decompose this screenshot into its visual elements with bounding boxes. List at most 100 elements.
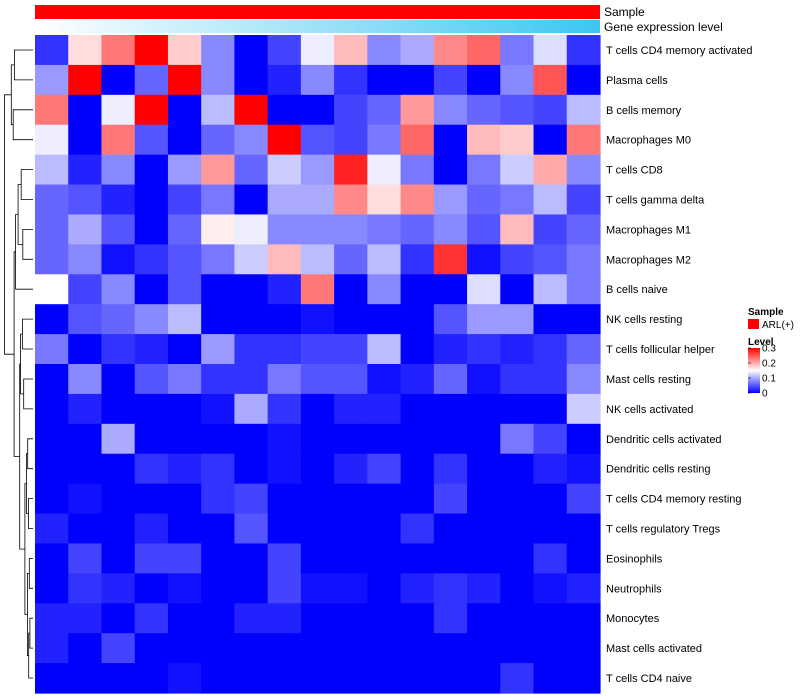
heatmap-cell [500, 124, 535, 156]
heatmap-cell [500, 364, 535, 395]
heatmap-cell [35, 214, 69, 245]
heatmap-cell [101, 573, 136, 604]
heatmap-cell [201, 364, 236, 395]
row-label: NK cells resting [606, 314, 682, 326]
heatmap-cell [300, 573, 335, 604]
heatmap-cell [167, 35, 202, 66]
heatmap-cell [467, 573, 501, 604]
heatmap-cell [68, 663, 103, 694]
heatmap-cell [201, 154, 236, 186]
heatmap-cell [267, 35, 302, 66]
row-labels: T cells CD4 memory activated Plasma cells… [606, 45, 753, 685]
heatmap-cell [201, 543, 236, 574]
heatmap-cell [201, 304, 236, 335]
heatmap-cell [167, 633, 202, 664]
heatmap-cell [566, 633, 601, 664]
heatmap-cell [566, 513, 601, 545]
heatmap-cell [134, 64, 169, 96]
heatmap-cell [68, 513, 103, 545]
heatmap-cell [35, 513, 69, 545]
heatmap-cell [101, 124, 136, 156]
row-label: Mast cells activated [606, 643, 702, 655]
row-label: T cells CD4 naive [606, 673, 692, 685]
heatmap-cell [101, 603, 136, 634]
heatmap-cell [134, 573, 169, 604]
heatmap-cell [433, 124, 468, 156]
heatmap-cell [68, 35, 103, 66]
heatmap-cell [68, 154, 103, 186]
heatmap-cell [167, 603, 202, 634]
heatmap-cell [267, 663, 302, 694]
heatmap-cell [201, 274, 236, 305]
row-label: T cells CD4 memory activated [606, 45, 753, 57]
heatmap-cell [566, 543, 601, 574]
heatmap-cell [167, 453, 202, 485]
heatmap-cell [35, 483, 69, 515]
heatmap-cell [134, 334, 169, 365]
heatmap-cell [234, 35, 269, 66]
heatmap-cell [566, 244, 601, 275]
heatmap-cell [500, 573, 535, 604]
heatmap-cell [334, 274, 368, 305]
heatmap-cell [433, 154, 468, 186]
heatmap-cell [300, 453, 335, 485]
heatmap-cell [533, 573, 568, 604]
heatmap-cell [533, 633, 568, 664]
heatmap-cell [433, 573, 468, 604]
dendrogram-branch [22, 318, 33, 350]
heatmap-cell [334, 64, 368, 96]
heatmap-cell [134, 274, 169, 305]
heatmap-cell [566, 603, 601, 634]
row-label: B cells memory [606, 105, 682, 117]
heatmap-cell [300, 274, 335, 305]
heatmap-cell [367, 603, 402, 634]
dendrogram-branch [4, 94, 15, 355]
heatmap-cell [533, 513, 568, 545]
heatmap-cell [433, 513, 468, 545]
heatmap-cell [267, 423, 302, 455]
heatmap-cell [201, 603, 236, 634]
heatmap-cell [234, 603, 269, 634]
heatmap-cell [134, 214, 169, 245]
heatmap-cell [167, 334, 202, 365]
heatmap-cell [134, 94, 169, 126]
heatmap-cell [267, 603, 302, 634]
heatmap-cell [467, 64, 501, 96]
heatmap-cell [300, 304, 335, 335]
heatmap-cell [300, 214, 335, 245]
dendrogram-branch [12, 109, 33, 141]
heatmap-cell [234, 304, 269, 335]
heatmap-cell [167, 513, 202, 545]
heatmap-cell [201, 423, 236, 455]
heatmap-cell [134, 453, 169, 485]
heatmap-cell [467, 94, 501, 126]
heatmap-cell [433, 184, 468, 216]
heatmap-cell [68, 453, 103, 485]
heatmap-cell [234, 274, 269, 305]
heatmap-cell [300, 244, 335, 275]
heatmap-cell [467, 304, 501, 335]
level-legend-tick-label: 0.2 [762, 359, 776, 370]
heatmap-cell [68, 573, 103, 604]
heatmap-cell [35, 573, 69, 604]
dendrogram-branch [17, 184, 23, 245]
heatmap-cell [367, 663, 402, 694]
heatmap-cell [101, 274, 136, 305]
heatmap-cell [201, 214, 236, 245]
heatmap-cell [300, 603, 335, 634]
heatmap-cell [367, 154, 402, 186]
heatmap-cell [433, 94, 468, 126]
heatmap-cell [101, 423, 136, 455]
row-label: Plasma cells [606, 75, 668, 87]
heatmap-cell [400, 154, 435, 186]
heatmap-cell [300, 64, 335, 96]
heatmap-cell [101, 513, 136, 545]
heatmap-cell [533, 184, 568, 216]
heatmap-cell [367, 35, 402, 66]
heatmap-cell [500, 513, 535, 545]
heatmap-cell [566, 334, 601, 365]
heatmap-cell [201, 35, 236, 66]
heatmap-cell [234, 334, 269, 365]
heatmap-cell [134, 124, 169, 156]
heatmap-cell [367, 453, 402, 485]
